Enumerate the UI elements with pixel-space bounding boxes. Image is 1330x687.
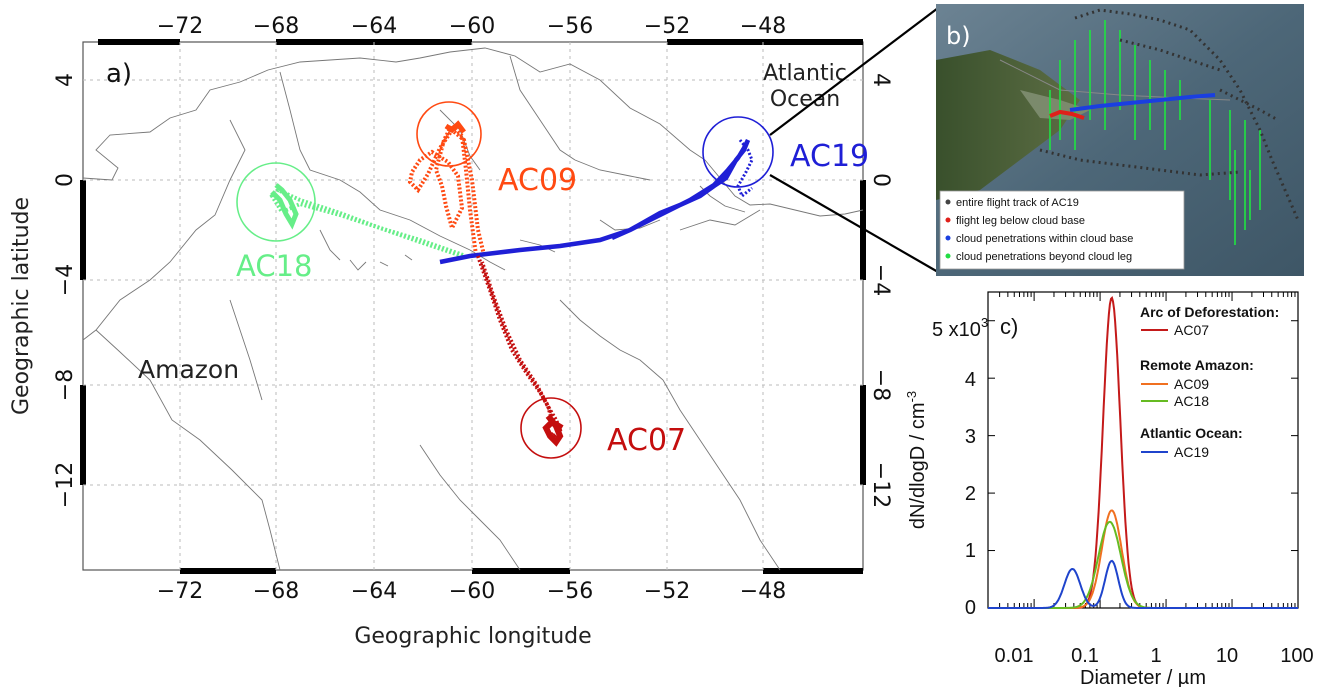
flight-label-ac09: AC09 xyxy=(498,163,577,198)
flight-track-ac19: AC19 xyxy=(439,116,869,265)
inset-track-black xyxy=(1039,8,1300,221)
map-lon-ticks-top: −72 −68 −64 −60 −56 −52 −48 xyxy=(157,14,786,39)
chart-minor-ticks xyxy=(987,292,1299,608)
lon-tick: −48 xyxy=(740,14,786,39)
lat-tick: 4 xyxy=(53,73,78,87)
region-label-atlantic: Atlantic xyxy=(763,61,847,86)
flight-label-ac07: AC07 xyxy=(607,423,686,458)
inset-legend: entire flight track of AC19 flight leg b… xyxy=(945,197,1133,263)
lat-tick: 0 xyxy=(53,173,78,187)
lon-tick: −72 xyxy=(157,14,203,39)
y-tick-label: 1 xyxy=(965,540,976,562)
inset-track-red xyxy=(1049,109,1085,120)
ac09-circle xyxy=(416,101,482,167)
map-lat-ticks-right: 4 0 −4 −8 −12 xyxy=(868,73,893,508)
series-line-ac18 xyxy=(988,520,1298,609)
y-tick-label: 3 xyxy=(965,426,976,448)
legend-entry-ac19: AC19 xyxy=(1174,444,1209,460)
lat-tick: −4 xyxy=(53,264,78,296)
panel-a-label: a) xyxy=(106,59,132,89)
y-tick-label: 2 xyxy=(965,483,976,505)
lon-tick: −60 xyxy=(449,579,495,604)
y-top-tick-label: 5 x103 xyxy=(932,315,988,341)
legend-item: flight leg below cloud base xyxy=(956,215,1085,227)
map-lat-ticks-left: 4 0 −4 −8 −12 xyxy=(53,73,78,508)
lon-tick: −52 xyxy=(644,14,690,39)
chart-legend: Arc of Deforestation: AC07 Remote Amazon… xyxy=(1140,304,1279,460)
inset-land xyxy=(936,50,1080,200)
panel-a-map: −72 −68 −64 −60 −56 −52 −48 −72 −68 −64 … xyxy=(9,14,893,649)
inset-cloud-penetrations-green xyxy=(1049,20,1261,245)
region-label-amazon: Amazon xyxy=(138,355,239,384)
lat-tick: −4 xyxy=(868,264,893,296)
inset-connector-bottom xyxy=(769,174,939,273)
lat-tick: −12 xyxy=(53,462,78,508)
lon-tick: −56 xyxy=(547,14,593,39)
map-y-axis-label: Geographic latitude xyxy=(9,197,34,415)
lon-tick: −56 xyxy=(547,579,593,604)
flight-track-ac07: AC07 xyxy=(476,255,686,459)
map-x-axis-label: Geographic longitude xyxy=(354,624,591,649)
lon-tick: −68 xyxy=(253,14,299,39)
lon-tick: −48 xyxy=(740,579,786,604)
ac18-circle xyxy=(236,162,316,242)
x-tick-label: 10 xyxy=(1216,645,1238,667)
legend-marker xyxy=(945,235,951,241)
panel-b-label: b) xyxy=(946,22,971,50)
chart-x-axis-label: Diameter / µm xyxy=(1080,667,1206,687)
x-tick-label: 100 xyxy=(1280,645,1313,667)
ac19-circle xyxy=(702,116,774,188)
map-lon-ticks-bottom: −72 −68 −64 −60 −56 −52 −48 xyxy=(157,579,786,604)
chart-frame xyxy=(987,291,1299,609)
x-tick-label: 0.1 xyxy=(1071,645,1099,667)
map-frame xyxy=(82,41,864,571)
lat-tick: 4 xyxy=(868,73,893,87)
chart-series xyxy=(988,295,1298,609)
lon-tick: −64 xyxy=(351,14,397,39)
x-tick-label: 0.01 xyxy=(995,645,1034,667)
lon-tick: −60 xyxy=(449,14,495,39)
flight-track-ac18: AC18 xyxy=(236,162,464,283)
legend-entry-ac09: AC09 xyxy=(1174,376,1209,392)
y-tick-label: 4 xyxy=(965,369,976,391)
series-line-ac09 xyxy=(988,509,1298,609)
lat-tick: −12 xyxy=(868,462,893,508)
legend-marker xyxy=(945,199,951,205)
lon-tick: −68 xyxy=(253,579,299,604)
legend-group-title: Arc of Deforestation: xyxy=(1140,304,1279,320)
y-tick-label: 0 xyxy=(965,597,976,619)
lon-tick: −72 xyxy=(157,579,203,604)
map-axis-bars xyxy=(80,39,866,574)
lat-tick: 0 xyxy=(868,173,893,187)
inset-legend-box xyxy=(939,190,1185,270)
panel-c-label: c) xyxy=(1000,314,1018,339)
chart-marks xyxy=(988,320,1298,609)
panel-b-3d-view: b) entire flight track of AC19 flight le… xyxy=(936,4,1304,276)
lat-tick: −8 xyxy=(868,369,893,401)
lon-tick: −52 xyxy=(644,579,690,604)
flight-track-ac09: AC09 xyxy=(407,101,577,256)
legend-marker xyxy=(945,217,951,223)
inset-connector-top xyxy=(769,7,939,136)
panel-c-chart: 0.01 0.1 1 10 100 0 1 2 3 4 5 x103 Diame… xyxy=(904,291,1314,687)
legend-item: cloud penetrations beyond cloud leg xyxy=(956,251,1132,263)
legend-entry-ac07: AC07 xyxy=(1174,322,1209,338)
legend-item: entire flight track of AC19 xyxy=(956,197,1079,209)
legend-marker xyxy=(945,253,951,259)
lon-tick: −64 xyxy=(351,579,397,604)
x-tick-label: 1 xyxy=(1150,645,1161,667)
legend-group-title: Remote Amazon: xyxy=(1140,357,1254,373)
legend-group-title: Atlantic Ocean: xyxy=(1140,425,1243,441)
chart-y-axis-label: dN/dlogD / cm-3 xyxy=(904,391,929,529)
legend-item: cloud penetrations within cloud base xyxy=(956,233,1133,245)
series-line-ac19 xyxy=(988,559,1298,609)
ac07-circle xyxy=(520,397,582,459)
flight-label-ac18: AC18 xyxy=(236,249,312,283)
legend-entry-ac18: AC18 xyxy=(1174,393,1209,409)
flight-label-ac19: AC19 xyxy=(790,139,869,174)
lat-tick: −8 xyxy=(53,369,78,401)
inset-track-blue xyxy=(1069,93,1216,112)
